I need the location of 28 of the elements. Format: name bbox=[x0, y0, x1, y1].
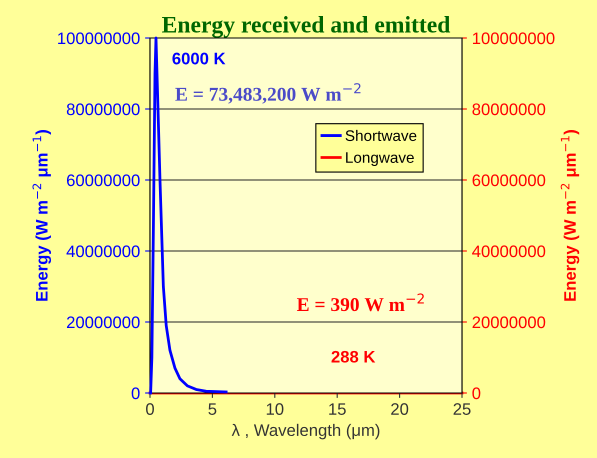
legend-label: Shortwave bbox=[346, 130, 416, 142]
chart-title: Energy received and emitted bbox=[162, 16, 450, 38]
y2-tick-label: 100000000 bbox=[472, 32, 554, 44]
y-tick-label: 100000000 bbox=[58, 32, 140, 44]
x-tick-label: 0 bbox=[146, 403, 154, 415]
annotation: 288 K bbox=[332, 350, 376, 363]
y-tick-label: 40000000 bbox=[66, 245, 140, 258]
annotation: E = 390 W m$^{−2}$ bbox=[296, 293, 424, 312]
legend-label: Longwave bbox=[346, 152, 414, 166]
x-axis-title: λ , Wavelength (μm) bbox=[232, 424, 380, 440]
x-tick-label: 20 bbox=[391, 403, 408, 415]
y2-tick-label: 60000000 bbox=[472, 174, 546, 186]
y2-tick-label: 40000000 bbox=[472, 245, 546, 258]
x-tick-label: 15 bbox=[329, 403, 346, 415]
x-tick-label: 25 bbox=[454, 403, 471, 415]
y-tick-label: 60000000 bbox=[66, 174, 140, 186]
y-tick-label: 20000000 bbox=[66, 316, 140, 328]
y-axis-title: Energy (W m$^{−2}$ μm$^{−1}$) bbox=[32, 130, 52, 301]
y-tick-label: 0 bbox=[132, 387, 140, 400]
y2-axis-title: Energy (W m$^{−2}$ μm$^{−1}$) bbox=[560, 130, 580, 301]
annotation: 6000 K bbox=[172, 52, 226, 64]
y2-tick-label: 20000000 bbox=[472, 316, 546, 328]
annotation: E = 73,483,200 W m$^{−2}$ bbox=[175, 83, 360, 104]
x-tick-label: 10 bbox=[266, 403, 284, 415]
y-tick-label: 80000000 bbox=[66, 103, 140, 116]
y2-tick-label: 80000000 bbox=[472, 103, 546, 116]
y2-tick-label: 0 bbox=[472, 387, 480, 400]
x-tick-label: 5 bbox=[208, 403, 216, 415]
